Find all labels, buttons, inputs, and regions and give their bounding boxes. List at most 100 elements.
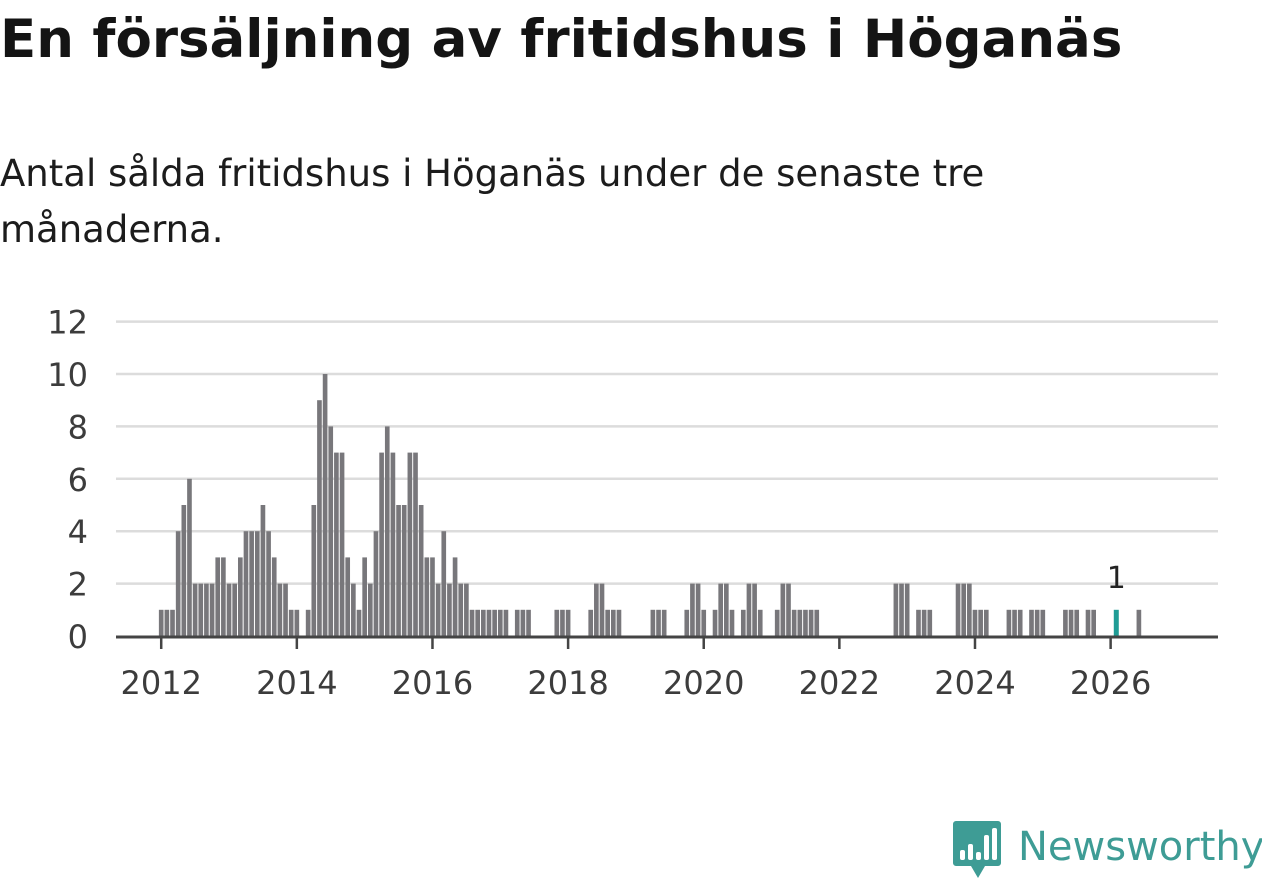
bar-93 [684,609,690,636]
bar-80 [610,609,616,636]
bar-5 [187,478,192,636]
bar-134 [916,609,921,636]
bar-49 [435,583,441,636]
bar-56 [475,609,481,636]
bar-143 [967,583,972,636]
bar-46 [418,505,424,636]
y-axis-labels: 0 2 4 6 8 10 12 [47,304,88,656]
bar-0 [158,609,164,636]
annotations: 1 [1107,561,1126,596]
bar-chart-logo-icon [953,821,1001,878]
bar-142 [961,583,967,636]
bar-161 [1068,609,1074,636]
bar-115 [808,609,814,636]
y-tick-label-12: 12 [47,304,88,342]
bar-144 [972,609,978,636]
bar-152 [1017,609,1023,636]
x-tick-label-2022: 2022 [799,664,880,702]
bar-10 [215,557,221,636]
bar-111 [786,583,791,636]
bar-109 [774,609,780,636]
bar-9 [209,583,215,636]
bar-76 [588,609,594,636]
bar-103 [740,609,746,636]
bar-55 [469,609,475,636]
bar-130 [893,583,899,636]
bar-37 [367,583,373,636]
bar-77 [594,583,599,636]
bar-35 [356,609,362,636]
x-tick-label-2020: 2020 [663,664,744,702]
x-tick-label-2018: 2018 [527,664,608,702]
bar-51 [447,583,452,636]
bar-64 [520,609,526,636]
bar-131 [899,583,904,636]
x-tick-label-2012: 2012 [120,664,201,702]
bar-101 [729,609,735,636]
bar-94 [690,583,695,636]
bar-17 [254,531,260,636]
x-tick-label-2016: 2016 [392,664,473,702]
bar-54 [464,583,469,636]
bar-28 [317,400,322,636]
bar-24 [294,609,300,636]
y-tick-label-8: 8 [68,408,88,446]
bar-6 [192,583,198,636]
bar-88 [656,609,661,636]
bar-100 [724,583,729,636]
bar-47 [424,557,430,636]
newsworthy-logo: Newsworthy [952,818,1262,882]
bar-33 [345,557,351,636]
x-tick-label-2026: 2026 [1070,664,1151,702]
bar-31 [334,452,339,636]
bar-63 [514,609,520,636]
y-tick-label-6: 6 [68,461,88,499]
bar-52 [452,557,458,636]
bar-19 [266,531,271,636]
bar-38 [373,531,379,636]
bar-50 [441,531,447,636]
bar-116 [814,609,820,636]
bar-141 [955,583,961,636]
bar-30 [328,426,334,636]
bar-11 [221,557,226,636]
bar-3 [175,531,181,636]
bar-61 [503,609,509,636]
bar-81 [616,609,622,636]
bar-45 [413,452,418,636]
bar-160 [1063,609,1068,636]
bar-57 [481,609,486,636]
bar-18 [260,505,266,636]
x-axis [116,635,1218,649]
bar-99 [718,583,724,636]
bar-8 [204,583,209,636]
bar-173 [1136,609,1142,636]
bar-151 [1012,609,1017,636]
bar-48 [430,557,435,636]
bar-114 [803,609,808,636]
bar-43 [401,505,407,636]
bar-13 [232,583,237,636]
bar-39 [379,452,384,636]
x-tick-label-2014: 2014 [256,664,337,702]
bar-1 [164,609,170,636]
bar-42 [396,505,401,636]
bar-78 [599,583,605,636]
bar-7 [198,583,204,636]
bar-70 [554,609,560,636]
bar-79 [605,609,610,636]
x-axis-labels: 2012 2014 2016 2018 2020 2022 2024 2026 [120,664,1151,702]
bar-87 [650,609,656,636]
bar-20 [271,557,277,636]
bar-146 [983,609,989,636]
brand-name: Newsworthy [1018,824,1262,870]
bar-4 [181,505,187,636]
highlight-value-label: 1 [1107,561,1126,596]
bar-14 [238,557,243,636]
bar-60 [497,609,503,636]
bar-22 [283,583,288,636]
bar-105 [752,583,757,636]
bar-106 [757,609,763,636]
bar-110 [780,583,786,636]
